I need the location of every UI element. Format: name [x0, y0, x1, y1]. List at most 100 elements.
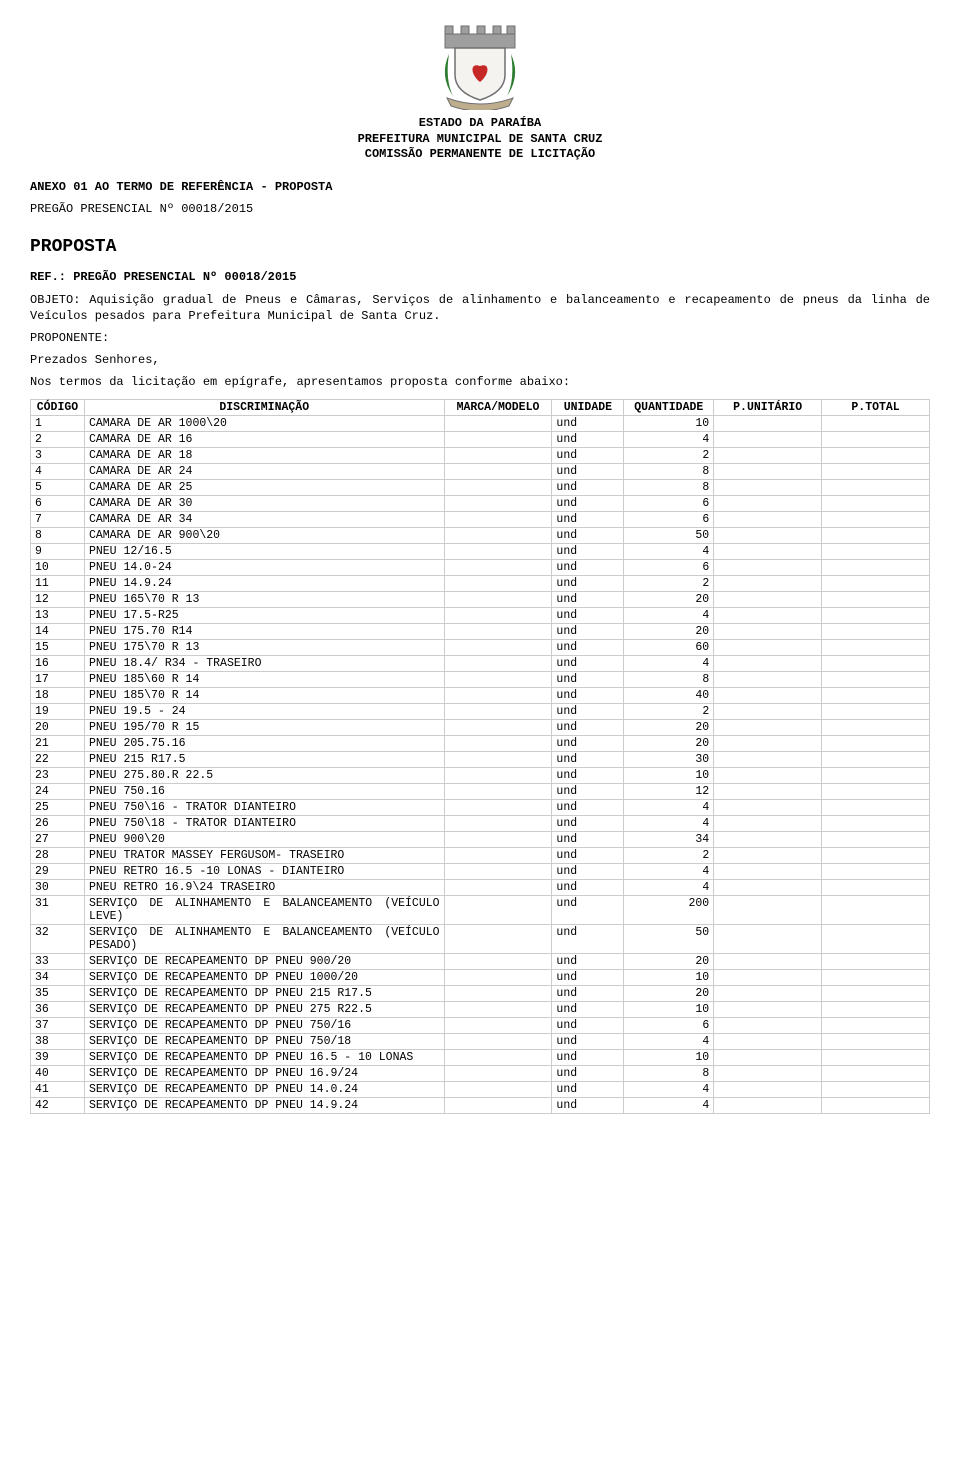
cell-quantidade: 20	[624, 623, 714, 639]
col-discriminacao: DISCRIMINAÇÃO	[84, 399, 444, 415]
cell-unidade: und	[552, 751, 624, 767]
cell-codigo: 7	[31, 511, 85, 527]
cell-codigo: 5	[31, 479, 85, 495]
table-header-row: CÓDIGO DISCRIMINAÇÃO MARCA/MODELO UNIDAD…	[31, 399, 930, 415]
cell-quantidade: 2	[624, 703, 714, 719]
cell-codigo: 15	[31, 639, 85, 655]
cell-unidade: und	[552, 953, 624, 969]
cell-discriminacao: SERVIÇO DE RECAPEAMENTO DP PNEU 14.9.24	[84, 1097, 444, 1113]
pregao-line: PREGÃO PRESENCIAL Nº 00018/2015	[30, 201, 930, 217]
col-quantidade: QUANTIDADE	[624, 399, 714, 415]
cell-discriminacao: CAMARA DE AR 25	[84, 479, 444, 495]
cell-punitario	[714, 879, 822, 895]
cell-marca	[444, 735, 552, 751]
cell-codigo: 24	[31, 783, 85, 799]
cell-punitario	[714, 831, 822, 847]
cell-punitario	[714, 575, 822, 591]
table-row: 38SERVIÇO DE RECAPEAMENTO DP PNEU 750/18…	[31, 1033, 930, 1049]
cell-quantidade: 4	[624, 655, 714, 671]
cell-discriminacao: CAMARA DE AR 18	[84, 447, 444, 463]
header-state: ESTADO DA PARAÍBA	[30, 116, 930, 132]
table-row: 4CAMARA DE AR 24und8	[31, 463, 930, 479]
ref-line: REF.: PREGÃO PRESENCIAL Nº 00018/2015	[30, 269, 930, 285]
cell-quantidade: 10	[624, 767, 714, 783]
cell-discriminacao: CAMARA DE AR 30	[84, 495, 444, 511]
cell-unidade: und	[552, 815, 624, 831]
cell-discriminacao: SERVIÇO DE RECAPEAMENTO DP PNEU 16.9/24	[84, 1065, 444, 1081]
cell-ptotal	[822, 607, 930, 623]
cell-punitario	[714, 1049, 822, 1065]
cell-punitario	[714, 1017, 822, 1033]
cell-marca	[444, 463, 552, 479]
table-row: 16PNEU 18.4/ R34 - TRASEIROund4	[31, 655, 930, 671]
cell-discriminacao: PNEU TRATOR MASSEY FERGUSOM- TRASEIRO	[84, 847, 444, 863]
cell-discriminacao: SERVIÇO DE RECAPEAMENTO DP PNEU 215 R17.…	[84, 985, 444, 1001]
cell-unidade: und	[552, 415, 624, 431]
cell-quantidade: 6	[624, 511, 714, 527]
cell-quantidade: 6	[624, 559, 714, 575]
cell-codigo: 34	[31, 969, 85, 985]
table-row: 6CAMARA DE AR 30und6	[31, 495, 930, 511]
cell-codigo: 37	[31, 1017, 85, 1033]
cell-discriminacao: CAMARA DE AR 34	[84, 511, 444, 527]
cell-quantidade: 4	[624, 799, 714, 815]
cell-unidade: und	[552, 463, 624, 479]
cell-discriminacao: PNEU 12/16.5	[84, 543, 444, 559]
cell-discriminacao: SERVIÇO DE RECAPEAMENTO DP PNEU 14.0.24	[84, 1081, 444, 1097]
cell-punitario	[714, 687, 822, 703]
cell-punitario	[714, 863, 822, 879]
cell-codigo: 38	[31, 1033, 85, 1049]
cell-quantidade: 4	[624, 879, 714, 895]
cell-ptotal	[822, 831, 930, 847]
cell-quantidade: 10	[624, 1049, 714, 1065]
cell-ptotal	[822, 924, 930, 953]
crest-icon	[425, 20, 535, 110]
cell-discriminacao: PNEU 17.5-R25	[84, 607, 444, 623]
header-commission: COMISSÃO PERMANENTE DE LICITAÇÃO	[30, 147, 930, 163]
cell-marca	[444, 1017, 552, 1033]
cell-quantidade: 20	[624, 953, 714, 969]
cell-punitario	[714, 543, 822, 559]
cell-marca	[444, 543, 552, 559]
cell-ptotal	[822, 815, 930, 831]
table-row: 2CAMARA DE AR 16und4	[31, 431, 930, 447]
cell-unidade: und	[552, 969, 624, 985]
cell-marca	[444, 969, 552, 985]
table-row: 36SERVIÇO DE RECAPEAMENTO DP PNEU 275 R2…	[31, 1001, 930, 1017]
cell-punitario	[714, 495, 822, 511]
table-row: 28PNEU TRATOR MASSEY FERGUSOM- TRASEIROu…	[31, 847, 930, 863]
cell-ptotal	[822, 463, 930, 479]
cell-discriminacao: SERVIÇO DE RECAPEAMENTO DP PNEU 275 R22.…	[84, 1001, 444, 1017]
cell-quantidade: 20	[624, 735, 714, 751]
cell-unidade: und	[552, 511, 624, 527]
cell-discriminacao: CAMARA DE AR 24	[84, 463, 444, 479]
cell-quantidade: 60	[624, 639, 714, 655]
cell-discriminacao: PNEU 900\20	[84, 831, 444, 847]
cell-marca	[444, 953, 552, 969]
cell-unidade: und	[552, 1033, 624, 1049]
cell-marca	[444, 1097, 552, 1113]
cell-quantidade: 12	[624, 783, 714, 799]
cell-punitario	[714, 559, 822, 575]
cell-marca	[444, 815, 552, 831]
cell-ptotal	[822, 639, 930, 655]
cell-ptotal	[822, 783, 930, 799]
cell-punitario	[714, 591, 822, 607]
table-row: 42SERVIÇO DE RECAPEAMENTO DP PNEU 14.9.2…	[31, 1097, 930, 1113]
cell-ptotal	[822, 1081, 930, 1097]
cell-ptotal	[822, 847, 930, 863]
cell-codigo: 8	[31, 527, 85, 543]
cell-quantidade: 6	[624, 495, 714, 511]
cell-quantidade: 50	[624, 924, 714, 953]
cell-codigo: 17	[31, 671, 85, 687]
cell-codigo: 25	[31, 799, 85, 815]
cell-punitario	[714, 751, 822, 767]
cell-ptotal	[822, 719, 930, 735]
cell-punitario	[714, 431, 822, 447]
cell-discriminacao: SERVIÇO DE RECAPEAMENTO DP PNEU 1000/20	[84, 969, 444, 985]
cell-codigo: 32	[31, 924, 85, 953]
cell-marca	[444, 591, 552, 607]
cell-unidade: und	[552, 559, 624, 575]
cell-marca	[444, 479, 552, 495]
cell-marca	[444, 527, 552, 543]
